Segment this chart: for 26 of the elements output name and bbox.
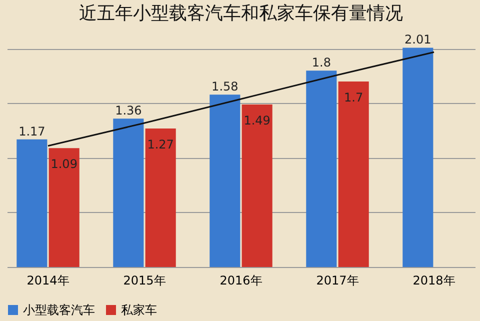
bar: [306, 70, 337, 267]
data-label: 1.8: [312, 56, 331, 70]
data-label: 2.01: [404, 32, 432, 47]
data-label: 1.36: [115, 104, 142, 118]
data-label: 1.09: [50, 157, 78, 172]
bar: [145, 128, 176, 267]
data-label: 1.17: [18, 124, 46, 138]
bar: [48, 148, 80, 267]
bar: [113, 118, 144, 267]
legend-label: 私家车: [121, 303, 157, 317]
x-tick-label: 2017年: [316, 274, 359, 288]
bar: [242, 104, 272, 267]
data-label: 1.58: [212, 80, 238, 94]
x-tick-label: 2014年: [26, 274, 70, 288]
x-tick-label: 2018年: [412, 274, 456, 288]
legend-label: 小型载客汽车: [23, 303, 95, 317]
data-label: 1.49: [244, 113, 270, 128]
x-tick-label: 2016年: [220, 274, 262, 288]
x-tick-label: 2015年: [123, 274, 166, 288]
bar: [210, 94, 240, 267]
chart-title: 近五年小型载客汽车和私家车保有量情况: [79, 3, 403, 24]
bar: [338, 82, 369, 267]
bar: [16, 139, 48, 267]
bar: [402, 48, 434, 267]
data-label: 1.7: [344, 90, 364, 105]
data-label: 1.27: [147, 137, 174, 152]
